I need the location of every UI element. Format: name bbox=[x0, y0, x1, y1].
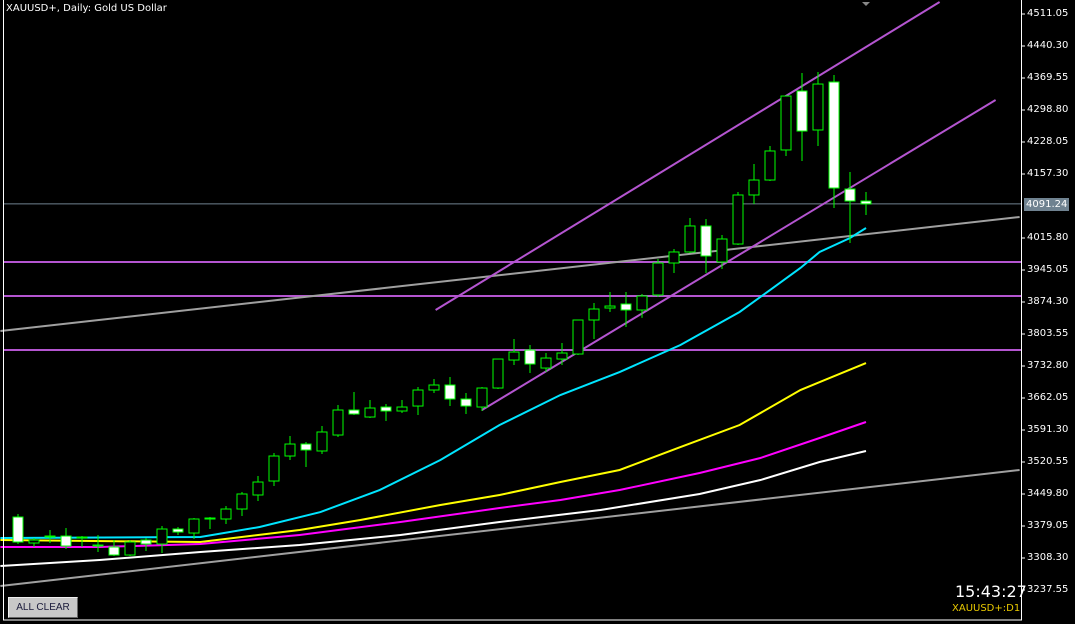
bull-candle bbox=[284, 443, 296, 457]
bull-candle bbox=[28, 539, 40, 544]
bull-candle bbox=[268, 455, 280, 482]
bull-candle bbox=[316, 431, 328, 452]
bull-candle bbox=[604, 305, 616, 309]
moving-average-line bbox=[0, 450, 867, 568]
bear-candle bbox=[844, 188, 856, 202]
bear-candle bbox=[700, 225, 712, 257]
bear-candle bbox=[140, 539, 152, 545]
bear-candle bbox=[860, 200, 872, 205]
y-tick-label: 4369.55 bbox=[1027, 72, 1069, 83]
bid-price-label: 4091.24 bbox=[1024, 198, 1070, 211]
moving-average-line bbox=[0, 227, 867, 540]
bull-candle bbox=[76, 536, 88, 539]
bear-candle bbox=[380, 406, 392, 412]
bull-candle bbox=[684, 225, 696, 253]
bear-candle bbox=[460, 398, 472, 407]
bull-candle bbox=[156, 528, 168, 545]
bear-candle bbox=[524, 349, 536, 365]
y-tick-label: 3379.05 bbox=[1027, 520, 1069, 531]
trendline[interactable] bbox=[0, 216, 1020, 332]
bear-candle bbox=[172, 528, 184, 533]
y-tick-label: 3591.30 bbox=[1027, 424, 1069, 435]
bear-candle bbox=[828, 81, 840, 189]
chart-title: XAUUSD+, Daily: Gold US Dollar bbox=[6, 3, 167, 14]
trendline[interactable] bbox=[481, 99, 997, 411]
bull-candle bbox=[508, 351, 520, 361]
bull-candle bbox=[668, 251, 680, 264]
bull-candle bbox=[204, 517, 216, 520]
trendline[interactable] bbox=[435, 1, 941, 311]
y-tick-label: 3662.05 bbox=[1027, 392, 1069, 403]
bull-candle bbox=[748, 179, 760, 196]
bull-candle bbox=[572, 319, 584, 355]
y-tick-label: 3732.80 bbox=[1027, 360, 1069, 371]
bull-candle bbox=[92, 544, 104, 547]
y-tick-label: 4440.30 bbox=[1027, 40, 1069, 51]
bull-candle bbox=[220, 508, 232, 520]
chart-frame bbox=[3, 0, 1022, 621]
bear-candle bbox=[300, 443, 312, 451]
bull-candle bbox=[540, 357, 552, 369]
clock: 15:43:27 bbox=[955, 582, 1027, 601]
bull-candle bbox=[428, 384, 440, 391]
bear-candle bbox=[620, 303, 632, 311]
all-clear-button[interactable]: ALL CLEAR bbox=[8, 597, 78, 618]
y-tick-label: 3449.80 bbox=[1027, 488, 1069, 499]
y-tick-label: 3308.30 bbox=[1027, 552, 1069, 563]
bull-candle bbox=[636, 295, 648, 311]
bull-candle bbox=[732, 194, 744, 245]
y-tick-label: 3945.05 bbox=[1027, 264, 1069, 275]
y-tick-label: 3237.55 bbox=[1027, 584, 1069, 595]
bull-candle bbox=[124, 541, 136, 556]
bear-candle bbox=[348, 409, 360, 415]
y-tick-label: 4511.05 bbox=[1027, 8, 1069, 19]
bear-candle bbox=[108, 546, 120, 556]
bull-candle bbox=[396, 406, 408, 412]
bull-candle bbox=[236, 493, 248, 510]
trendline[interactable] bbox=[0, 468, 1020, 587]
bear-candle bbox=[12, 516, 24, 543]
moving-average-line bbox=[0, 421, 867, 549]
bear-candle bbox=[444, 384, 456, 400]
bull-candle bbox=[780, 95, 792, 151]
bull-candle bbox=[492, 358, 504, 389]
bear-candle bbox=[796, 90, 808, 132]
bull-candle bbox=[364, 407, 376, 418]
bull-candle bbox=[476, 387, 488, 408]
bull-candle bbox=[412, 389, 424, 407]
moving-average-line bbox=[0, 362, 867, 544]
bull-candle bbox=[188, 518, 200, 534]
bull-candle bbox=[764, 150, 776, 181]
bull-candle bbox=[252, 481, 264, 496]
bear-candle bbox=[60, 535, 72, 547]
y-tick-label: 3874.30 bbox=[1027, 296, 1069, 307]
y-tick-label: 3803.55 bbox=[1027, 328, 1069, 339]
y-tick-label: 3520.55 bbox=[1027, 456, 1069, 467]
bull-candle bbox=[652, 262, 664, 296]
bull-candle bbox=[716, 238, 728, 263]
shift-marker-icon[interactable] bbox=[862, 2, 870, 6]
y-tick-label: 4157.30 bbox=[1027, 168, 1069, 179]
bull-candle bbox=[332, 409, 344, 436]
bull-candle bbox=[812, 83, 824, 131]
y-tick-label: 4228.05 bbox=[1027, 136, 1069, 147]
y-tick-label: 4298.80 bbox=[1027, 104, 1069, 115]
symbol-timeframe: XAUUSD+:D1 bbox=[952, 603, 1021, 614]
bull-candle bbox=[588, 308, 600, 321]
bull-candle bbox=[44, 535, 56, 538]
bull-candle bbox=[556, 352, 568, 360]
y-tick-label: 4015.80 bbox=[1027, 232, 1069, 243]
